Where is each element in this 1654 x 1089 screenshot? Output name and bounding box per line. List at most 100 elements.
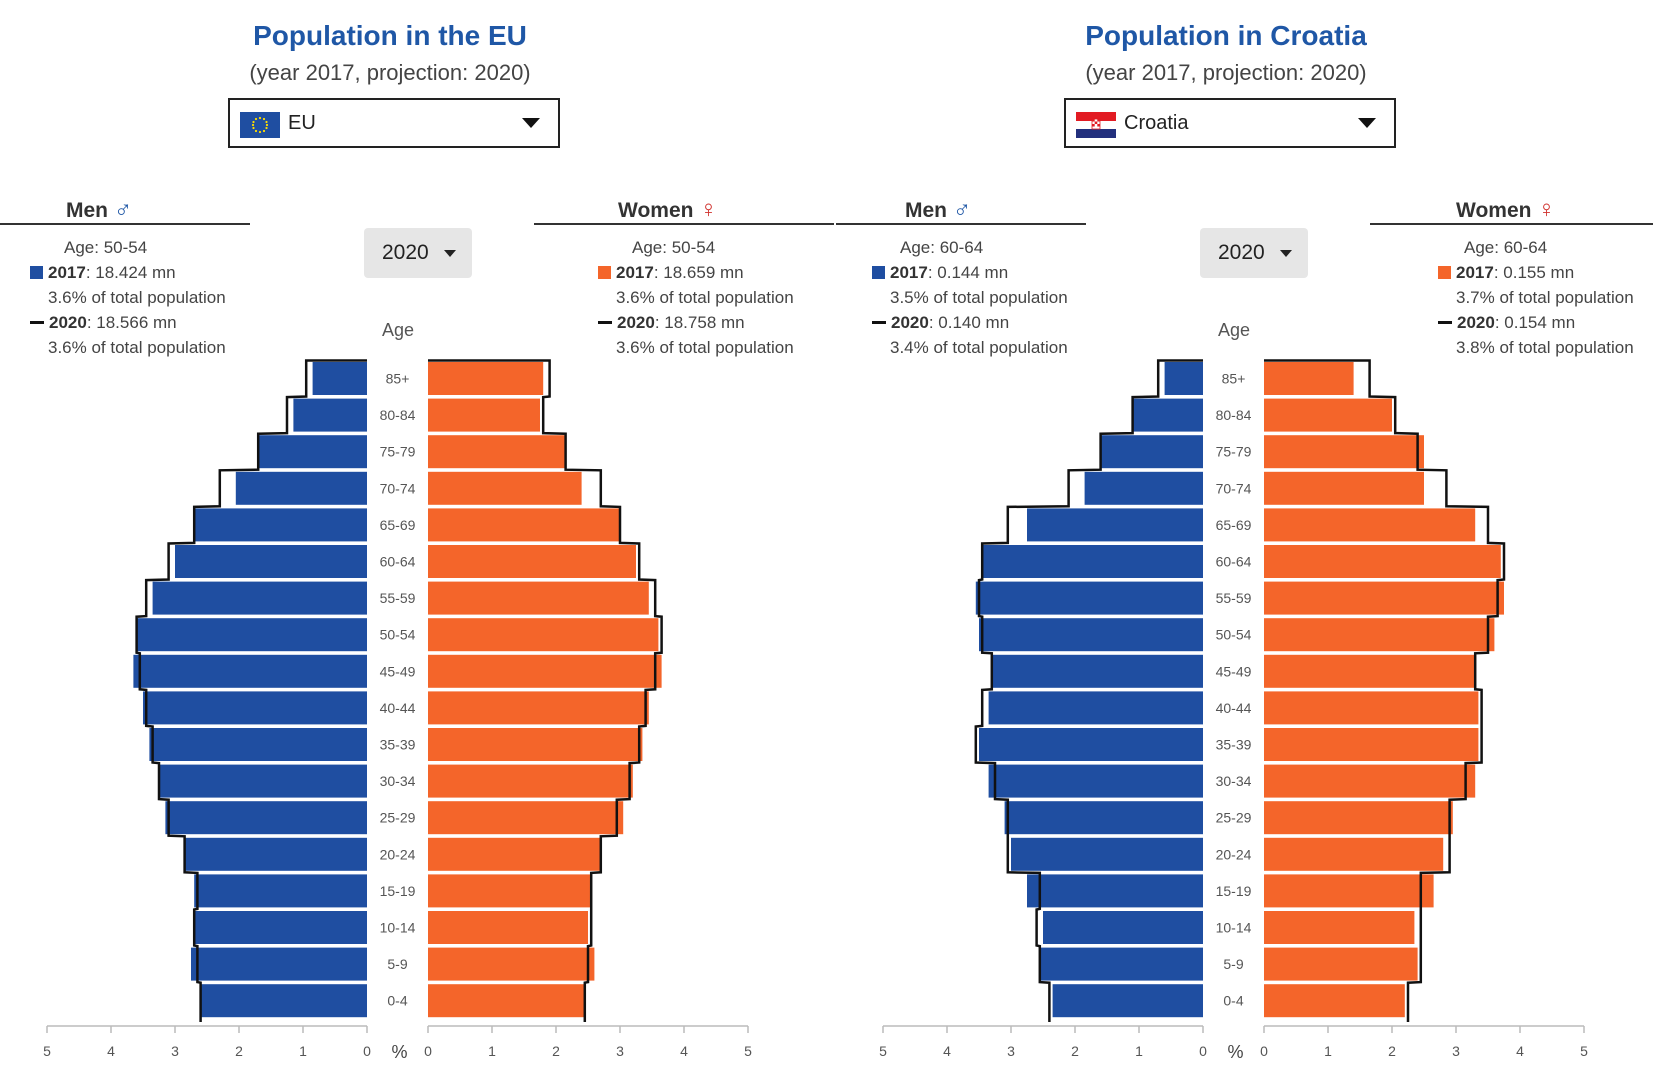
tooltip-year: 2017 <box>48 263 86 282</box>
outline-2020-swatch <box>598 321 612 324</box>
age-axis-label: Age <box>382 320 415 340</box>
tooltip-value: : 0.140 mn <box>928 313 1010 332</box>
women-2020-outline <box>1264 359 1506 1022</box>
country-select-label: Croatia <box>1124 112 1189 134</box>
tooltip-2017-row: 2017: 18.659 mn <box>598 260 794 285</box>
x-tick-label: 3 <box>171 1043 179 1059</box>
year-dropdown-button[interactable]: 2020 <box>364 228 472 278</box>
women-2017-bar <box>428 618 659 652</box>
tooltip-2020-row: 2020: 0.154 mn <box>1438 310 1634 335</box>
x-tick-label: 2 <box>1388 1043 1396 1059</box>
age-tick-label: 70-74 <box>380 480 416 496</box>
tooltip-value: : 0.154 mn <box>1494 313 1576 332</box>
men-2017-bar <box>194 911 367 944</box>
women-header-rule <box>1370 223 1653 225</box>
men-2017-bar <box>143 691 367 725</box>
men-2017-bar <box>159 764 367 798</box>
men-2017-bar <box>1004 801 1203 835</box>
croatia-flag-icon <box>1076 112 1116 138</box>
age-tick-label: 40-44 <box>380 700 416 716</box>
men-2017-bar <box>200 984 367 1018</box>
bars-group <box>975 362 1504 1018</box>
x-tick-label: 4 <box>1516 1043 1524 1059</box>
men-2017-bar <box>1052 984 1203 1018</box>
tooltip-value: : 18.566 mn <box>86 313 177 332</box>
women-2017-bar <box>428 911 588 944</box>
year-dropdown-button[interactable]: 2020 <box>1200 228 1308 278</box>
age-tick-label: 80-84 <box>380 407 416 423</box>
age-tick-label: 45-49 <box>380 663 416 679</box>
eu-flag-icon <box>240 112 280 138</box>
tooltip-share: 3.4% of total population <box>890 338 1068 357</box>
men-2017-bar <box>1027 874 1203 908</box>
women-2017-swatch <box>598 266 611 279</box>
women-tooltip: Age: 50-54 2017: 18.659 mn 3.6% of total… <box>598 235 794 360</box>
age-tick-label: 5-9 <box>1223 956 1243 972</box>
tooltip-2020-row: 2020: 0.140 mn <box>872 310 1068 335</box>
women-2017-bar <box>428 471 582 505</box>
women-2017-bar <box>428 654 662 688</box>
tooltip-year: 2020 <box>617 313 655 332</box>
x-tick-label: 1 <box>1324 1043 1332 1059</box>
men-2017-bar <box>165 801 367 835</box>
age-tick-label: 75-79 <box>380 444 416 460</box>
x-tick-label: 2 <box>1071 1043 1079 1059</box>
tooltip-2017-row: 2017: 0.155 mn <box>1438 260 1634 285</box>
men-2017-bar <box>184 837 367 871</box>
women-2017-bar <box>428 508 620 542</box>
tooltip-2020-row: 2020: 18.758 mn <box>598 310 794 335</box>
women-2017-bar <box>428 837 601 871</box>
women-2017-bar <box>1264 947 1418 981</box>
tooltip-2017-row: 2017: 18.424 mn <box>30 260 226 285</box>
women-2017-bar <box>1264 508 1476 542</box>
tooltip-value: : 18.424 mn <box>85 263 176 282</box>
tooltip-share: 3.6% of total population <box>616 288 794 307</box>
age-tick-label: 50-54 <box>380 627 416 643</box>
women-2017-bar <box>428 801 624 835</box>
women-2017-bar <box>1264 801 1453 835</box>
male-symbol-icon: ♂ <box>114 196 132 223</box>
chevron-down-icon <box>522 118 540 128</box>
tooltip-year: 2017 <box>616 263 654 282</box>
men-2017-bar <box>149 728 367 761</box>
age-tick-label: 85+ <box>386 371 410 387</box>
men-2017-bar <box>979 728 1203 761</box>
men-2017-bar <box>293 398 367 432</box>
age-tick-label: 10-14 <box>1216 920 1252 936</box>
men-2017-bar <box>258 435 367 469</box>
chart-title: Population in the EU <box>253 20 527 51</box>
women-2017-bar <box>1264 911 1415 944</box>
x-tick-label: 4 <box>107 1043 115 1059</box>
x-tick-label: 1 <box>299 1043 307 1059</box>
tooltip-2017-row: 2017: 0.144 mn <box>872 260 1068 285</box>
tooltip-age: Age: 50-54 <box>64 238 148 257</box>
men-2017-bar <box>1100 435 1203 469</box>
men-header: Men ♂ <box>905 196 971 224</box>
x-tick-label: 0 <box>363 1043 371 1059</box>
women-2017-bar <box>428 728 643 761</box>
women-2017-bar <box>428 984 585 1018</box>
x-tick-label: 0 <box>424 1043 432 1059</box>
eu-population-pyramid: 0-4 5-9 10-14 15-19 20-24 25-29 30-34 35-39 40-4… <box>43 359 752 1062</box>
men-2017-bar <box>152 581 367 615</box>
tooltip-share: 3.5% of total population <box>890 288 1068 307</box>
women-header-label: Women <box>1456 199 1532 222</box>
men-header: Men ♂ <box>66 196 132 224</box>
women-2017-bar <box>428 691 649 725</box>
age-tick-label: 35-39 <box>380 737 416 753</box>
men-tooltip: Age: 60-64 2017: 0.144 mn 3.5% of total … <box>872 235 1068 360</box>
tooltip-share: 3.7% of total population <box>1456 288 1634 307</box>
year-dropdown-label: 2020 <box>382 241 429 264</box>
chevron-down-icon <box>1358 118 1376 128</box>
x-tick-label: 2 <box>552 1043 560 1059</box>
country-select[interactable]: EU <box>228 98 560 148</box>
tooltip-value: : 18.758 mn <box>654 313 745 332</box>
x-tick-label: 1 <box>488 1043 496 1059</box>
men-2017-bar <box>979 618 1203 652</box>
x-tick-label: 5 <box>879 1043 887 1059</box>
women-2017-bar <box>1264 398 1392 432</box>
women-2017-bar <box>428 874 592 908</box>
country-select[interactable]: Croatia <box>1064 98 1396 148</box>
tooltip-share: 3.6% of total population <box>616 338 794 357</box>
x-tick-label: 0 <box>1199 1043 1207 1059</box>
